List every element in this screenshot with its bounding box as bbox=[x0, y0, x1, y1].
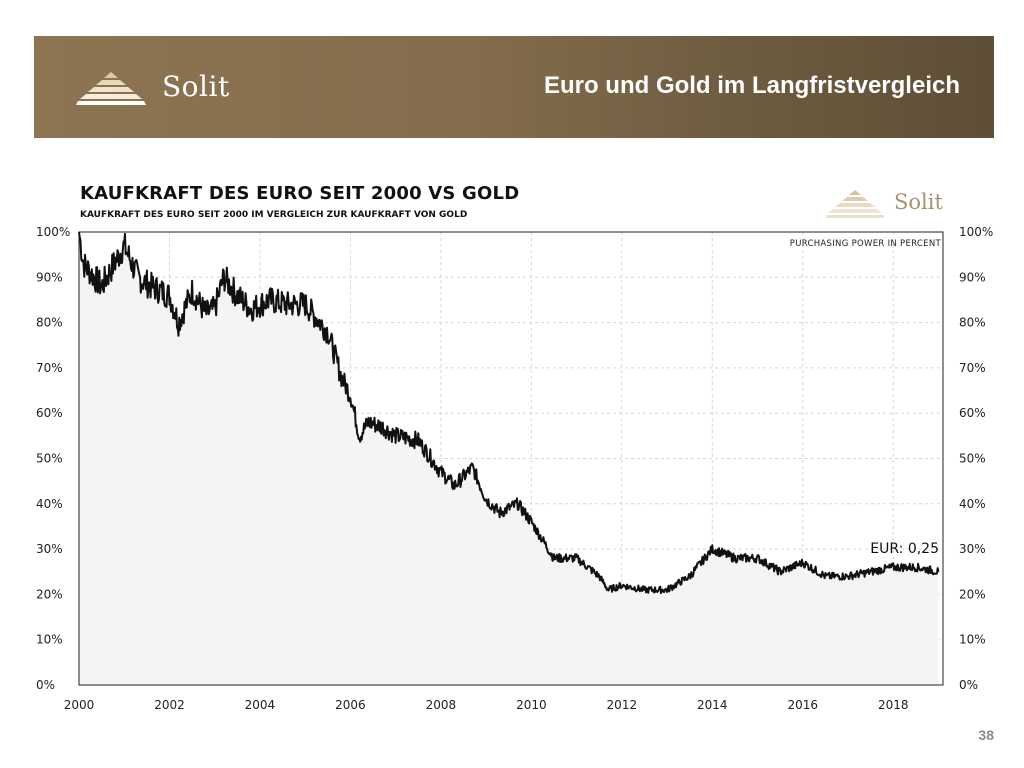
y-axis-right: 0% 10% 20% 30% 40% 50% 60% 70% 80% 90% 100% bbox=[959, 225, 993, 692]
y-axis-left: 0% 10% 20% 30% 40% 50% 60% 70% 80% 90% 100% bbox=[36, 225, 70, 692]
solit-logo-icon bbox=[76, 72, 146, 105]
x-tick-label: 2012 bbox=[607, 698, 638, 712]
y-tick-label-right: 90% bbox=[959, 270, 986, 284]
y-tick-label-left: 40% bbox=[36, 497, 63, 511]
x-tick-label: 2010 bbox=[516, 698, 547, 712]
chart-title: KAUFKRAFT DES EURO SEIT 2000 VS GOLD bbox=[80, 183, 520, 204]
y-tick-label-right: 10% bbox=[959, 633, 986, 647]
y-tick-label-right: 40% bbox=[959, 497, 986, 511]
y-tick-label-right: 50% bbox=[959, 452, 986, 466]
y-tick-label-left: 90% bbox=[36, 270, 63, 284]
chart-subtitle: KAUFKRAFT DES EURO SEIT 2000 IM VERGLEIC… bbox=[80, 210, 468, 220]
y-tick-label-left: 100% bbox=[36, 225, 70, 239]
y-tick-label-left: 0% bbox=[36, 678, 55, 692]
x-tick-label: 2016 bbox=[787, 698, 818, 712]
brand-name: Solit bbox=[162, 70, 230, 103]
y-tick-label-right: 80% bbox=[959, 316, 986, 330]
x-tick-label: 2002 bbox=[154, 698, 185, 712]
title-banner: Solit Euro und Gold im Langfristvergleic… bbox=[34, 36, 994, 138]
y-tick-label-right: 60% bbox=[959, 406, 986, 420]
x-tick-label: 2004 bbox=[245, 698, 276, 712]
y-tick-label-right: 20% bbox=[959, 587, 986, 601]
chart-logo-icon bbox=[826, 190, 884, 218]
series-line bbox=[78, 231, 940, 595]
y-tick-label-left: 60% bbox=[36, 406, 63, 420]
x-tick-label: 2006 bbox=[335, 698, 366, 712]
y-tick-label-right: 100% bbox=[959, 225, 993, 239]
x-tick-label: 2008 bbox=[426, 698, 457, 712]
x-tick-label: 2000 bbox=[64, 698, 95, 712]
y-tick-label-left: 70% bbox=[36, 361, 63, 375]
x-tick-label: 2014 bbox=[697, 698, 728, 712]
page-number: 38 bbox=[978, 727, 994, 743]
plot-frame bbox=[78, 231, 944, 686]
area-fill bbox=[79, 232, 939, 685]
y-tick-label-left: 30% bbox=[36, 542, 63, 556]
x-tick-label: 2018 bbox=[878, 698, 909, 712]
y-tick-label-left: 50% bbox=[36, 452, 63, 466]
annotation: PURCHASING POWER IN PERCENT bbox=[790, 239, 942, 249]
y-tick-label-right: 0% bbox=[959, 678, 978, 692]
y-tick-label-right: 70% bbox=[959, 361, 986, 375]
end-label: EUR: 0,25 bbox=[870, 541, 939, 557]
slide-title: Euro und Gold im Langfristvergleich bbox=[543, 72, 960, 99]
x-axis: 2000 2002 2004 2006 2008 2010 2012 2014 2016 2018 bbox=[64, 698, 909, 712]
y-tick-label-left: 10% bbox=[36, 633, 63, 647]
y-tick-label-left: 80% bbox=[36, 316, 63, 330]
chart-brand-name: Solit bbox=[894, 190, 943, 214]
y-tick-label-left: 20% bbox=[36, 587, 63, 601]
y-tick-label-right: 30% bbox=[959, 542, 986, 556]
